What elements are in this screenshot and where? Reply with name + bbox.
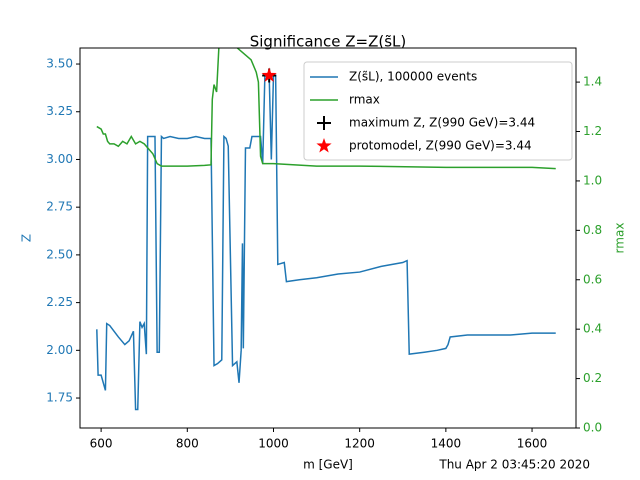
x-axis-label: m [GeV]	[303, 458, 353, 472]
y-axis-label: Z	[20, 234, 34, 242]
y2-axis-label: rmax	[613, 223, 627, 254]
x-tick-label: 1200	[344, 437, 375, 451]
y-tick-label: 1.75	[46, 391, 73, 405]
timestamp: Thu Apr 2 03:45:20 2020	[438, 458, 590, 472]
chart-title: Significance Z=Z(s̃L)	[250, 33, 407, 51]
axes-frame	[79, 47, 577, 429]
legend	[303, 61, 573, 161]
y-tick-label: 3.25	[46, 104, 73, 118]
legend-label: maximum Z, Z(990 GeV)=3.44	[349, 116, 535, 130]
y2-tick-label: 1.2	[583, 124, 602, 138]
y-tick-label: 2.50	[46, 247, 73, 261]
y2-tick-label: 1.4	[583, 75, 602, 89]
legend-label: Z(s̃L), 100000 events	[349, 70, 477, 84]
legend-label: protomodel, Z(990 GeV)=3.44	[349, 139, 532, 153]
y2-tick-label: 0.0	[583, 421, 602, 435]
x-tick-label: 1000	[258, 437, 289, 451]
y2-tick-label: 1.0	[583, 173, 602, 187]
y-tick-label: 2.25	[46, 295, 73, 309]
data-line	[96, 74, 556, 411]
x-tick-label: 600	[90, 437, 113, 451]
legend-swatch	[317, 116, 331, 130]
x-tick-label: 1600	[517, 437, 548, 451]
plot-area	[96, 48, 556, 411]
y-tick-label: 3.00	[46, 152, 73, 166]
star-marker	[261, 67, 277, 82]
y-tick-label: 2.00	[46, 343, 73, 357]
y2-tick-label: 0.4	[583, 322, 602, 336]
y2-tick-label: 0.8	[583, 223, 602, 237]
y2-tick-label: 0.6	[583, 272, 602, 286]
y2-tick-label: 0.2	[583, 371, 602, 385]
data-line	[96, 48, 556, 170]
y-tick-label: 3.50	[46, 57, 73, 71]
legend-swatch	[316, 138, 332, 153]
y-tick-label: 2.75	[46, 200, 73, 214]
legend-label: rmax	[349, 93, 380, 107]
x-tick-label: 800	[176, 437, 199, 451]
x-tick-label: 1400	[431, 437, 462, 451]
